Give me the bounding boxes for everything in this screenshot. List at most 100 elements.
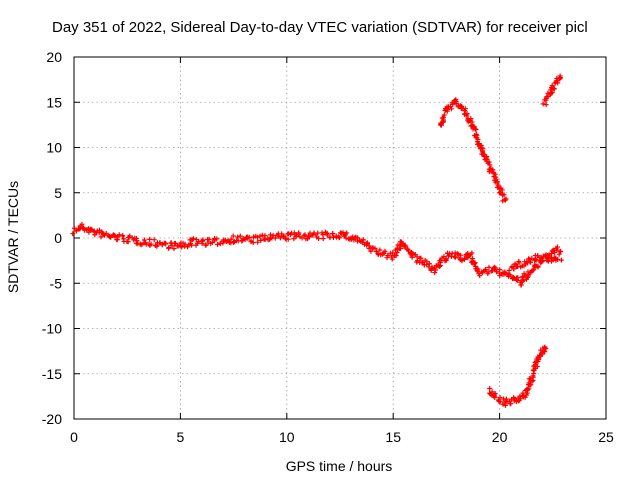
data-point [487,385,493,391]
data-point [494,179,500,185]
data-point [100,231,106,237]
data-point [316,235,322,241]
data-point [173,240,179,246]
data-point [530,267,536,273]
data-point [330,231,336,237]
data-point [458,252,464,258]
data-point [368,248,374,254]
series-lower [487,344,549,408]
x-tick-label: 5 [177,429,185,445]
data-point [231,239,237,245]
series-main [70,221,564,288]
data-point [257,233,263,239]
data-point [246,234,252,240]
data-point [487,162,493,168]
data-point [272,235,278,241]
data-point [171,246,177,252]
data-point [475,266,481,272]
data-point [486,159,492,165]
data-point [502,270,508,276]
data-point [516,258,522,264]
data-point [479,269,485,275]
data-point [409,254,415,260]
data-point [549,83,555,89]
data-point [490,167,496,173]
data-point [444,107,450,113]
data-point [486,264,492,270]
data-point [285,236,291,242]
data-point [250,240,256,246]
data-point [200,237,206,243]
data-point [134,238,140,244]
data-point [455,251,461,257]
x-tick-label: 20 [492,429,508,445]
data-point [544,94,550,100]
data-point [112,233,118,239]
data-point [543,97,549,103]
data-point [429,264,435,270]
data-point [546,252,552,258]
data-point [302,232,308,238]
data-point [464,112,470,118]
data-point [426,261,432,267]
data-point [306,234,312,240]
data-point [549,89,555,95]
x-axis-label: GPS time / hours [286,458,393,474]
data-point [520,390,526,396]
data-point [79,221,85,227]
data-point [389,256,395,262]
data-point [166,245,172,251]
x-tick-label: 0 [70,429,78,445]
data-point [474,132,480,138]
data-point [393,253,399,259]
data-point [532,262,538,268]
data-point [191,236,197,242]
data-point [539,350,545,356]
data-point [215,241,221,247]
data-point [235,234,241,240]
data-point [70,231,76,237]
chart-title: Day 351 of 2022, Sidereal Day-to-day VTE… [52,19,588,36]
data-point [151,237,157,243]
data-point [496,190,502,196]
x-tick-label: 25 [598,429,614,445]
data-point [296,230,302,236]
data-point [535,263,541,269]
data-point [433,267,439,273]
data-point [417,255,423,261]
data-point [147,236,153,242]
data-point [372,245,378,251]
data-point [459,258,465,264]
data-marks [70,73,564,408]
y-tick-label: 20 [46,49,62,65]
data-point [448,106,454,112]
data-point [483,267,489,273]
data-point [468,116,474,122]
y-tick-label: -5 [50,275,63,291]
data-point [558,257,564,263]
data-point [537,352,543,358]
data-point [141,237,147,243]
data-point [203,242,209,248]
y-axis-label: SDTVAR / TECUs [5,181,21,293]
data-point [189,242,195,248]
data-point [502,197,508,203]
data-point [385,253,391,259]
data-point [162,240,168,246]
data-point [535,253,541,259]
y-tick-label: 0 [54,230,62,246]
data-point [81,225,87,231]
data-point [127,233,133,239]
data-point [529,255,535,261]
data-point [282,235,288,241]
data-point [214,236,220,242]
data-point [114,237,120,243]
data-point [555,256,561,262]
data-point [466,253,472,259]
data-point [554,244,560,250]
data-point [530,373,536,379]
data-point [320,236,326,242]
data-point [492,391,498,397]
x-tick-label: 15 [385,429,401,445]
